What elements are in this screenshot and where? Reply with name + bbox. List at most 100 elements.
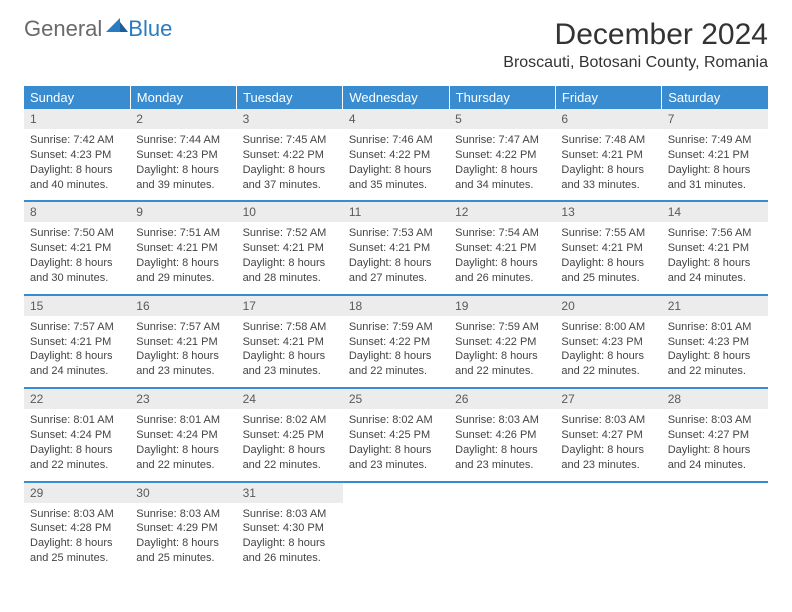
sunset-text: Sunset: 4:21 PM <box>668 241 762 256</box>
day-content-cell: Sunrise: 8:01 AMSunset: 4:24 PMDaylight:… <box>130 409 236 481</box>
sunrise-text: Sunrise: 7:52 AM <box>243 226 337 241</box>
sunrise-text: Sunrise: 8:01 AM <box>668 320 762 335</box>
sunrise-text: Sunrise: 7:46 AM <box>349 133 443 148</box>
day-number-cell: 24 <box>237 388 343 409</box>
daylight-text: Daylight: 8 hours and 22 minutes. <box>136 443 230 473</box>
day-number-cell: 2 <box>130 109 236 129</box>
sunrise-text: Sunrise: 7:56 AM <box>668 226 762 241</box>
daylight-text: Daylight: 8 hours and 25 minutes. <box>30 536 124 566</box>
sunset-text: Sunset: 4:21 PM <box>243 335 337 350</box>
sunset-text: Sunset: 4:29 PM <box>136 521 230 536</box>
content-row: Sunrise: 7:50 AMSunset: 4:21 PMDaylight:… <box>24 222 768 294</box>
daylight-text: Daylight: 8 hours and 22 minutes. <box>455 349 549 379</box>
day-content-cell: Sunrise: 8:03 AMSunset: 4:26 PMDaylight:… <box>449 409 555 481</box>
sunset-text: Sunset: 4:30 PM <box>243 521 337 536</box>
sunrise-text: Sunrise: 7:42 AM <box>30 133 124 148</box>
day-content-cell: Sunrise: 8:02 AMSunset: 4:25 PMDaylight:… <box>237 409 343 481</box>
day-content-cell: Sunrise: 7:48 AMSunset: 4:21 PMDaylight:… <box>555 129 661 201</box>
day-content-cell: Sunrise: 7:52 AMSunset: 4:21 PMDaylight:… <box>237 222 343 294</box>
sunrise-text: Sunrise: 7:50 AM <box>30 226 124 241</box>
sunset-text: Sunset: 4:27 PM <box>668 428 762 443</box>
daynum-row: 293031 <box>24 482 768 503</box>
brand-logo: General Blue <box>24 18 172 40</box>
sunrise-text: Sunrise: 8:03 AM <box>30 507 124 522</box>
day-number-cell: 30 <box>130 482 236 503</box>
day-content-cell: Sunrise: 7:57 AMSunset: 4:21 PMDaylight:… <box>24 316 130 388</box>
content-row: Sunrise: 7:57 AM Sunset: 4:21 PM Daylight:… <box>24 316 768 388</box>
calendar-table: Sunday Monday Tuesday Wednesday Thursday… <box>24 86 768 575</box>
sunrise-text: Sunrise: 8:00 AM <box>561 320 655 335</box>
sunrise-text: Sunrise: 7:57 AM <box>136 320 230 335</box>
daylight-text: Daylight: 8 hours and 24 minutes. <box>30 349 124 379</box>
sunrise-text: Sunrise: 7:45 AM <box>243 133 337 148</box>
logo-mark-icon <box>106 18 128 40</box>
daylight-text: Daylight: 8 hours and 23 minutes. <box>561 443 655 473</box>
sunset-text: Sunset: 4:21 PM <box>349 241 443 256</box>
sunrise-text: Sunrise: 7:57 AM <box>30 320 124 335</box>
daylight-text: Daylight: 8 hours and 22 minutes. <box>349 349 443 379</box>
day-content-cell: Sunrise: 7:56 AMSunset: 4:21 PMDaylight:… <box>662 222 768 294</box>
sunset-text: Sunset: 4:21 PM <box>243 241 337 256</box>
sunrise-text: Sunrise: 8:02 AM <box>243 413 337 428</box>
day-header: Tuesday <box>237 86 343 109</box>
day-header: Sunday <box>24 86 130 109</box>
day-number-cell <box>555 482 661 503</box>
sunrise-text: Sunrise: 7:54 AM <box>455 226 549 241</box>
sunrise-text: Sunrise: 8:03 AM <box>668 413 762 428</box>
sunset-text: Sunset: 4:21 PM <box>455 241 549 256</box>
day-content-cell: Sunrise: 7:54 AMSunset: 4:21 PMDaylight:… <box>449 222 555 294</box>
day-content-cell: Sunrise: 8:01 AMSunset: 4:23 PMDaylight:… <box>662 316 768 388</box>
sunset-text: Sunset: 4:21 PM <box>561 148 655 163</box>
daylight-text: Daylight: 8 hours and 22 minutes. <box>243 443 337 473</box>
sunset-text: Sunset: 4:22 PM <box>243 148 337 163</box>
daylight-text: Daylight: 8 hours and 37 minutes. <box>243 163 337 193</box>
daylight-text: Daylight: 8 hours and 40 minutes. <box>30 163 124 193</box>
day-number-cell: 11 <box>343 201 449 222</box>
sunrise-text: Sunrise: 7:58 AM <box>243 320 337 335</box>
day-content-cell: Sunrise: 8:00 AMSunset: 4:23 PMDaylight:… <box>555 316 661 388</box>
day-number-cell <box>662 482 768 503</box>
sunset-text: Sunset: 4:22 PM <box>349 335 443 350</box>
daylight-text: Daylight: 8 hours and 35 minutes. <box>349 163 443 193</box>
day-content-cell <box>343 503 449 575</box>
month-title: December 2024 <box>503 18 768 52</box>
sunrise-text: Sunrise: 8:03 AM <box>243 507 337 522</box>
day-content-cell: Sunrise: 8:03 AMSunset: 4:27 PMDaylight:… <box>662 409 768 481</box>
daylight-text: Daylight: 8 hours and 39 minutes. <box>136 163 230 193</box>
header: General Blue December 2024 Broscauti, Bo… <box>24 18 768 72</box>
daylight-text: Daylight: 8 hours and 28 minutes. <box>243 256 337 286</box>
daylight-text: Daylight: 8 hours and 22 minutes. <box>668 349 762 379</box>
day-content-cell: Sunrise: 8:03 AMSunset: 4:27 PMDaylight:… <box>555 409 661 481</box>
sunset-text: Sunset: 4:21 PM <box>136 241 230 256</box>
day-number-cell: 12 <box>449 201 555 222</box>
sunset-text: Sunset: 4:26 PM <box>455 428 549 443</box>
content-row: Sunrise: 8:01 AMSunset: 4:24 PMDaylight:… <box>24 409 768 481</box>
day-content-cell: Sunrise: 8:01 AMSunset: 4:24 PMDaylight:… <box>24 409 130 481</box>
sunset-text: Sunset: 4:22 PM <box>349 148 443 163</box>
sunset-text: Sunset: 4:28 PM <box>30 521 124 536</box>
day-number-cell: 18 <box>343 295 449 316</box>
content-row: Sunrise: 7:42 AMSunset: 4:23 PMDaylight:… <box>24 129 768 201</box>
sunrise-text: Sunrise: 7:59 AM <box>349 320 443 335</box>
day-content-cell <box>449 503 555 575</box>
sunset-text: Sunset: 4:23 PM <box>136 148 230 163</box>
sunset-text: Sunset: 4:25 PM <box>243 428 337 443</box>
content-row: Sunrise: 8:03 AMSunset: 4:28 PMDaylight:… <box>24 503 768 575</box>
day-number-cell: 13 <box>555 201 661 222</box>
sunrise-text: Sunrise: 7:59 AM <box>455 320 549 335</box>
day-number-cell: 5 <box>449 109 555 129</box>
day-number-cell: 19 <box>449 295 555 316</box>
day-content-cell: Sunrise: 7:50 AMSunset: 4:21 PMDaylight:… <box>24 222 130 294</box>
day-number-cell: 29 <box>24 482 130 503</box>
sunset-text: Sunset: 4:25 PM <box>349 428 443 443</box>
day-content-cell: Sunrise: 7:53 AMSunset: 4:21 PMDaylight:… <box>343 222 449 294</box>
title-block: December 2024 Broscauti, Botosani County… <box>503 18 768 72</box>
day-number-cell: 31 <box>237 482 343 503</box>
daylight-text: Daylight: 8 hours and 29 minutes. <box>136 256 230 286</box>
day-content-cell: Sunrise: 7:55 AMSunset: 4:21 PMDaylight:… <box>555 222 661 294</box>
day-content-cell: Sunrise: 8:03 AMSunset: 4:28 PMDaylight:… <box>24 503 130 575</box>
sunrise-text: Sunrise: 7:48 AM <box>561 133 655 148</box>
day-number-cell: 15 <box>24 295 130 316</box>
sunset-text: Sunset: 4:23 PM <box>561 335 655 350</box>
daylight-text: Daylight: 8 hours and 22 minutes. <box>30 443 124 473</box>
